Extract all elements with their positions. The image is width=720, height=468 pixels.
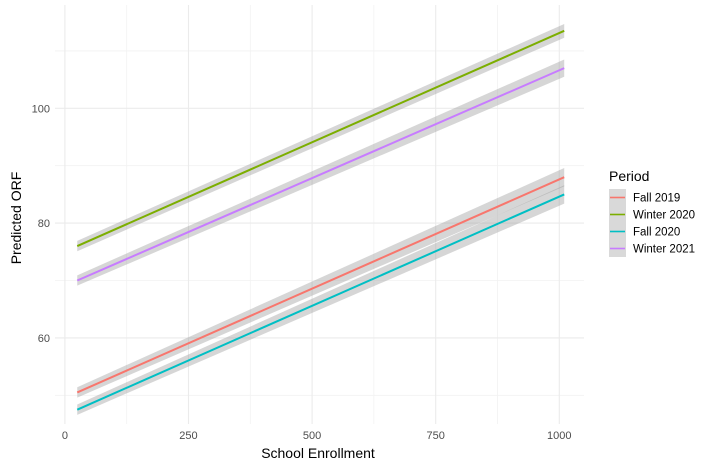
confidence-bands — [77, 23, 565, 415]
legend-label-fall-2020: Fall 2020 — [633, 227, 680, 239]
y-tick-label: 100 — [32, 103, 50, 115]
series-line-winter-2020 — [76, 29, 565, 247]
legend-title: Period — [609, 168, 649, 184]
legend-label-winter-2021: Winter 2021 — [633, 244, 695, 256]
grid — [55, 5, 584, 424]
series-line-winter-2021 — [76, 67, 565, 282]
legend-label-fall-2019: Fall 2019 — [633, 193, 680, 205]
legend-label-winter-2020: Winter 2020 — [633, 210, 695, 222]
series-line-fall-2020 — [76, 193, 565, 411]
y-axis-title: Predicted ORF — [8, 172, 24, 265]
y-tick-label: 80 — [38, 218, 50, 230]
series-line-fall-2019 — [76, 176, 565, 394]
series-lines — [76, 29, 565, 411]
x-tick-label: 500 — [303, 430, 321, 442]
x-tick-label: 750 — [427, 430, 445, 442]
x-tick-label: 0 — [62, 430, 68, 442]
confidence-band-fall-2020 — [77, 185, 565, 415]
x-axis-title: School Enrollment — [261, 445, 375, 461]
confidence-band-fall-2019 — [77, 168, 565, 398]
legend: Period Fall 2019 Winter 2020 Fall 2020 Wint… — [609, 168, 695, 257]
tick-labels: 0 250 500 750 1000 60 80 100 — [32, 103, 572, 442]
y-tick-label: 60 — [38, 333, 50, 345]
x-tick-label: 1000 — [547, 430, 571, 442]
x-tick-label: 250 — [179, 430, 197, 442]
confidence-band-winter-2021 — [77, 59, 565, 286]
